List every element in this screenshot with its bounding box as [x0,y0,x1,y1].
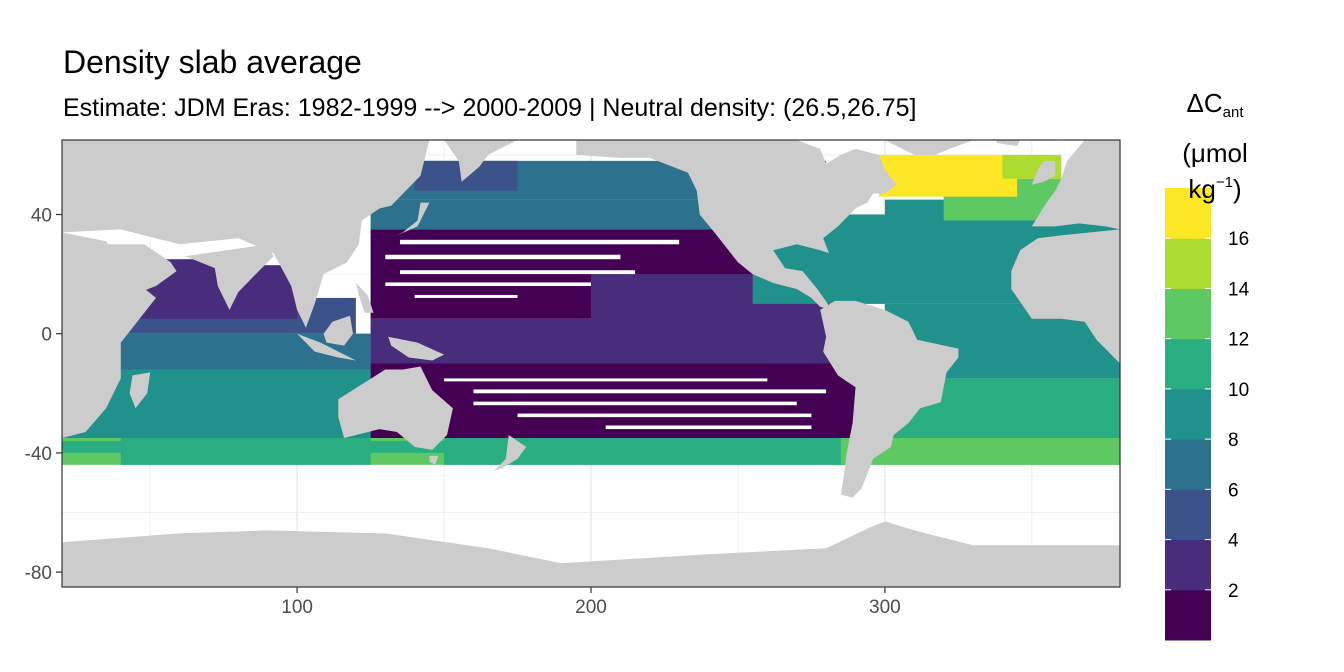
land-japan [385,202,430,242]
data-gap-band [517,413,812,418]
land-iceland [996,140,1021,146]
legend-title-line1: ΔCant [1186,88,1244,121]
y-tick-label: 40 [31,206,52,227]
ocean-field-labrador [879,154,1018,197]
land-borneo [323,315,353,346]
data-gap-band [473,389,827,394]
legend-label: 10 [1228,380,1249,401]
data-gap-band [414,294,518,298]
legend-label: 4 [1228,531,1239,552]
legend-swatch [1165,388,1211,440]
data-gap-band [385,282,591,287]
legend-swatch [1165,589,1211,641]
ocean-field-indian-south [62,393,371,438]
land-british-isles [1031,160,1056,185]
legend-swatch [1165,288,1211,340]
ocean-field-kuroshio-extension [370,199,724,230]
land-philippines [355,283,374,313]
data-gap-band [605,425,812,430]
legend-label: 6 [1228,480,1239,501]
land-tasmania [429,455,439,465]
land-north-america [576,140,897,310]
land-sumatra-java [282,318,356,361]
legend-label: 14 [1228,279,1250,300]
legend-label: 12 [1228,330,1249,351]
legend-label: 16 [1228,229,1249,250]
legend-swatch [1165,539,1211,591]
x-tick-label: 200 [575,597,607,618]
legend-label: 8 [1228,430,1239,451]
land-new-zealand [494,435,527,471]
legend-swatch [1165,489,1211,541]
y-tick-label: -40 [25,444,52,465]
data-gap-band [444,378,768,382]
land-madagascar [129,372,151,409]
land-australia [338,366,453,450]
legend-title-line2: (μmol kg−1) [1182,138,1248,204]
legend-swatch [1165,238,1211,289]
legend-swatch [1165,338,1211,390]
data-gap-band [399,239,680,245]
land-india [185,244,274,310]
land-south-america [820,300,959,498]
land-europe-right [1031,140,1120,230]
land-new-guinea [388,336,445,361]
x-tick-label: 300 [869,597,901,618]
y-tick-label: 0 [41,325,52,346]
data-gap-band [473,401,797,406]
x-tick-label: 100 [281,597,313,618]
legend-swatch [1165,188,1211,239]
land-eurasia [62,140,430,328]
land-greenland [884,140,974,155]
legend-swatch [1165,439,1211,490]
y-tick-label: -80 [25,563,52,584]
ocean-field-indian-southern [120,438,371,465]
land-africa-right [1011,229,1120,364]
chart-subtitle: Estimate: JDM Eras: 1982-1999 --> 2000-2… [63,94,917,122]
land-antarctica [62,521,1120,587]
legend-label: 2 [1228,581,1239,602]
data-gap-band [385,254,621,260]
land-kamchatka [444,140,518,182]
data-gap-band [399,270,636,275]
land-arabia [106,244,177,295]
chart-title: Density slab average [63,44,362,80]
